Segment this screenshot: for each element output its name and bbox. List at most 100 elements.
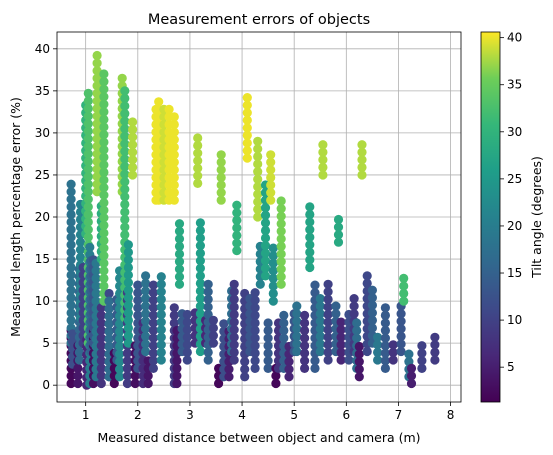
data-point [216, 180, 226, 190]
data-point [300, 310, 310, 320]
data-point [174, 264, 185, 274]
data-point [310, 280, 320, 290]
data-point [268, 296, 278, 306]
data-point [128, 124, 138, 135]
data-point [388, 340, 398, 350]
data-point [148, 333, 158, 343]
data-point [123, 285, 133, 295]
data-point [284, 364, 294, 374]
data-point [83, 119, 93, 129]
data-point [99, 130, 109, 140]
data-point [96, 371, 106, 381]
data-point [128, 170, 138, 180]
data-point [229, 294, 239, 304]
data-point [323, 309, 333, 320]
x-tick-label: 1 [82, 408, 90, 422]
data-point [276, 196, 286, 206]
data-point [292, 309, 302, 319]
data-point [83, 149, 93, 159]
data-point [315, 301, 325, 311]
data-point [263, 325, 273, 336]
data-point [120, 207, 130, 217]
data-point [141, 331, 151, 341]
data-point [305, 262, 315, 273]
data-point [260, 271, 271, 281]
data-point [96, 333, 106, 343]
data-point [430, 332, 440, 342]
data-point [141, 339, 151, 349]
data-point [66, 300, 76, 310]
data-point [83, 187, 93, 197]
colorbar [480, 31, 501, 403]
data-point [357, 162, 367, 172]
data-point [315, 346, 325, 357]
data-point [141, 271, 151, 281]
data-point [263, 333, 273, 343]
data-point [66, 179, 76, 189]
data-point [406, 371, 417, 381]
data-point [331, 301, 341, 311]
y-tick-label: 40 [35, 42, 50, 56]
data-point [66, 262, 76, 273]
data-point [123, 300, 133, 310]
data-point [130, 371, 140, 381]
data-point [242, 100, 252, 110]
data-point [260, 210, 271, 220]
data-point [232, 238, 242, 248]
data-point [169, 119, 179, 130]
data-point [318, 170, 328, 180]
data-point [123, 308, 133, 318]
data-point [182, 317, 192, 327]
data-point [380, 325, 390, 336]
data-point [232, 246, 242, 256]
data-point [323, 294, 333, 304]
data-point [91, 273, 101, 283]
data-point [195, 233, 205, 243]
data-point [362, 346, 372, 357]
data-point [174, 219, 185, 229]
data-point [182, 347, 192, 357]
data-point [232, 200, 242, 210]
data-point [123, 240, 133, 250]
data-point [115, 341, 125, 352]
data-point [276, 219, 286, 229]
data-point [92, 66, 102, 76]
data-point [367, 323, 377, 333]
data-point [99, 213, 109, 223]
data-point [115, 319, 125, 329]
data-point [380, 341, 390, 351]
y-tick-label: 10 [35, 294, 50, 308]
data-point [260, 248, 271, 258]
data-point [99, 84, 109, 94]
data-point [133, 295, 143, 305]
data-point [128, 155, 138, 165]
data-point [172, 371, 182, 381]
data-point [216, 165, 226, 175]
data-point [323, 355, 333, 365]
data-point [120, 177, 130, 187]
data-point [156, 355, 166, 365]
data-point [276, 279, 286, 289]
data-point [169, 127, 179, 137]
data-point [109, 378, 119, 389]
data-point [250, 310, 260, 320]
data-point [284, 372, 294, 382]
data-point [122, 378, 132, 389]
data-point [276, 234, 286, 244]
data-point [83, 164, 93, 174]
data-point [92, 179, 102, 189]
data-point [169, 135, 179, 145]
data-point [242, 123, 252, 133]
data-point [292, 339, 302, 349]
data-point [232, 230, 242, 241]
data-point [143, 371, 153, 381]
colorbar-tick-label: 40 [507, 31, 522, 45]
data-point [156, 309, 166, 320]
y-tick-label: 15 [35, 252, 50, 266]
data-point [195, 256, 205, 266]
data-point [300, 333, 310, 343]
data-point [352, 333, 362, 343]
data-point [203, 302, 213, 312]
data-point [292, 331, 302, 341]
data-point [266, 195, 276, 205]
